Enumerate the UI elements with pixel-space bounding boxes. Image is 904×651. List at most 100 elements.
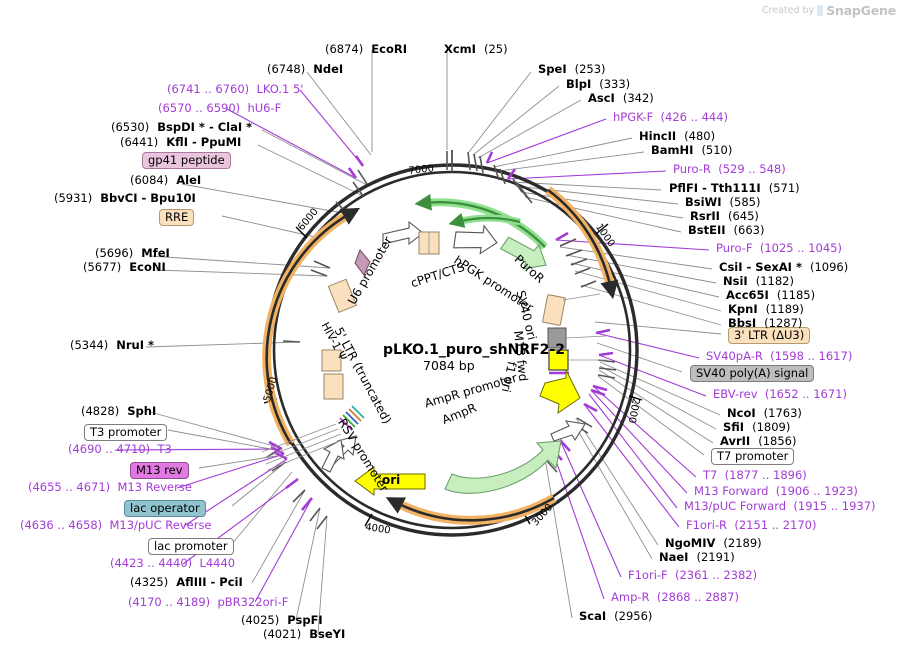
enzyme-label-naei[interactable]: NaeI (2191) <box>659 551 735 564</box>
primer-label-m13fwd[interactable]: M13 Forward (1906 .. 1923) <box>694 484 858 498</box>
primer-label-m13puc[interactable]: (4636 .. 4658) M13/pUC Reverse <box>20 519 212 532</box>
enzyme-label-avrii[interactable]: AvrII (1856) <box>720 434 797 448</box>
label-name: KpnI <box>728 302 758 316</box>
label-position: (5344) <box>70 338 109 352</box>
label-position: (426 .. 444) <box>660 110 729 124</box>
enzyme-label-ncoi[interactable]: NcoI (1763) <box>727 406 802 420</box>
primer-label-m13rev2[interactable]: (4655 .. 4671) M13 Reverse <box>28 481 192 494</box>
label-position: (1856) <box>758 434 797 448</box>
label-name: Acc65I <box>726 288 769 302</box>
feature-badge-lacop[interactable]: lac operator <box>124 500 206 518</box>
enzyme-label-bstxii[interactable]: BstEII (663) <box>688 223 765 237</box>
primer-label-f1orir[interactable]: F1ori-R (2151 .. 2170) <box>686 518 817 532</box>
feature-badge-rre[interactable]: RRE <box>159 209 195 227</box>
label-position: (25) <box>483 42 508 56</box>
ampr-promoter-shape <box>550 420 586 442</box>
label-name: PspFI <box>287 613 323 627</box>
enzyme-label-acc65i[interactable]: Acc65I (1185) <box>726 288 815 302</box>
feature-badge-m13rev[interactable]: M13 rev <box>130 462 189 480</box>
label-name: XcmI <box>444 42 476 56</box>
enzyme-label-alei[interactable]: (6084) AleI <box>130 173 201 187</box>
label-name: T3 <box>157 442 172 456</box>
label-position: (1906 .. 1923) <box>775 484 858 498</box>
primer-label-m13pucf[interactable]: M13/pUC Forward (1915 .. 1937) <box>684 500 876 513</box>
enzyme-label-hincii[interactable]: HincII (480) <box>639 129 715 143</box>
feature-badge-lacprom[interactable]: lac promoter <box>148 538 234 556</box>
hpgk-promoter-shape <box>453 224 498 255</box>
enzyme-label-nsii[interactable]: NsiI (1182) <box>723 275 794 288</box>
enzyme-label-rsrii[interactable]: RsrII (645) <box>690 210 759 223</box>
ampr-shape <box>444 440 562 494</box>
enzyme-label-pspfi[interactable]: (4025) PspFI <box>241 613 323 627</box>
label-position: (663) <box>733 223 765 237</box>
label-position: (4170 .. 4189) <box>128 595 211 609</box>
enzyme-label-sfii[interactable]: SfiI (1809) <box>723 421 790 434</box>
feature-badge-gp41[interactable]: gp41 peptide <box>142 152 231 170</box>
primer-label-hpgkf[interactable]: hPGK-F (426 .. 444) <box>613 110 729 124</box>
enzyme-label-scai[interactable]: ScaI (2956) <box>579 609 652 623</box>
primer-label-t7[interactable]: T7 (1877 .. 1896) <box>703 469 807 482</box>
label-position: (1652 .. 1671) <box>764 387 847 401</box>
enzyme-label-bamhi[interactable]: BamHI (510) <box>651 143 732 157</box>
primer-label-ampr[interactable]: Amp-R (2868 .. 2887) <box>611 591 739 604</box>
label-name: NgoMIV <box>665 536 716 550</box>
enzyme-label-csii[interactable]: CsiI - SexAI * (1096) <box>719 261 848 274</box>
ori-shape <box>354 466 426 496</box>
primer-label-hu6f[interactable]: (6570 .. 6590) hU6-F <box>158 102 281 115</box>
primer-label-puror[interactable]: Puro-R (529 .. 548) <box>673 162 786 176</box>
feature-badge-sv40pa[interactable]: SV40 poly(A) signal <box>690 365 815 383</box>
enzyme-label-bbvci[interactable]: (5931) BbvCI - Bpu10I <box>54 192 196 205</box>
label-name: BbsI <box>728 316 757 330</box>
hiv-psi-shape <box>321 349 342 372</box>
label-position: (6748) <box>267 62 306 76</box>
feature-badge-ltr3[interactable]: 3' LTR (ΔU3) <box>728 327 811 345</box>
label-name: ScaI <box>579 609 607 623</box>
label-position: (1189) <box>765 302 804 316</box>
enzyme-label-spei[interactable]: SpeI (253) <box>538 63 606 76</box>
label-position: (6441) <box>120 135 159 149</box>
primer-label-l4440[interactable]: (4423 .. 4440) L4440 <box>110 557 235 570</box>
label-position: (4828) <box>81 404 120 418</box>
outer-feature-arcs <box>262 186 619 525</box>
primer-label-lko1[interactable]: (6741 .. 6760) LKO.1 5' <box>167 83 303 96</box>
enzyme-label-ndei[interactable]: (6748) NdeI <box>267 62 344 76</box>
enzyme-label-mfei[interactable]: (5696) MfeI <box>95 247 170 260</box>
label-name: F1ori-R <box>686 518 728 532</box>
feature-caption-ori: ori <box>382 473 401 487</box>
feature-badge-t7prom[interactable]: T7 promoter <box>711 448 795 466</box>
site-ticks <box>266 150 617 530</box>
primer-label-purof[interactable]: Puro-F (1025 .. 1045) <box>716 242 842 255</box>
primer-label-ebvrev[interactable]: EBV-rev (1652 .. 1671) <box>713 387 847 401</box>
feature-badge-t3prom[interactable]: T3 promoter <box>84 424 168 442</box>
enzyme-label-sphi[interactable]: (4828) SphI <box>81 404 156 418</box>
primer-label-t3[interactable]: (4690 .. 4710) T3 <box>68 442 172 456</box>
label-name: BamHI <box>651 143 694 157</box>
enzyme-label-afliii[interactable]: (4325) AflIII - PciI <box>130 576 243 589</box>
enzyme-label-nrui[interactable]: (5344) NruI * <box>70 338 154 352</box>
enzyme-label-bbsi[interactable]: BbsI (1287) <box>728 316 802 330</box>
enzyme-label-bseyi[interactable]: (4021) BseYI <box>263 628 345 641</box>
enzyme-label-bsiwi[interactable]: BsiWI (585) <box>685 196 760 209</box>
primer-label-f1orif[interactable]: F1ori-F (2361 .. 2382) <box>628 568 758 582</box>
enzyme-label-ecori[interactable]: (6874) EcoRI <box>325 43 407 56</box>
enzyme-label-ngomiv[interactable]: NgoMIV (2189) <box>665 536 762 550</box>
enzyme-label-kfli[interactable]: (6441) KflI - PpuMI <box>120 135 241 149</box>
label-name: HincII <box>639 129 677 143</box>
enzyme-label-blpi[interactable]: BlpI (333) <box>566 78 630 91</box>
label-position: (1763) <box>763 406 802 420</box>
enzyme-label-pflfi[interactable]: PflFI - Tth111I (571) <box>669 182 800 195</box>
label-position: (6084) <box>130 173 169 187</box>
label-position: (529 .. 548) <box>718 162 786 176</box>
enzyme-label-asci[interactable]: AscI (342) <box>588 92 654 105</box>
primer-label-sv40par[interactable]: SV40pA-R (1598 .. 1617) <box>706 350 852 363</box>
label-name: AvrII <box>720 434 751 448</box>
label-position: (2361 .. 2382) <box>674 568 758 582</box>
enzyme-label-bspdi[interactable]: (6530) BspDI * - ClaI * <box>111 121 252 134</box>
enzyme-label-kpni[interactable]: KpnI (1189) <box>728 302 804 316</box>
primer-label-pbr322[interactable]: (4170 .. 4189) pBR322ori-F <box>128 595 288 609</box>
enzyme-label-econi[interactable]: (5677) EcoNI <box>83 261 166 274</box>
label-position: (2151 .. 2170) <box>734 518 817 532</box>
label-name: NdeI <box>313 62 344 76</box>
enzyme-label-xcmi[interactable]: XcmI (25) <box>444 42 508 56</box>
